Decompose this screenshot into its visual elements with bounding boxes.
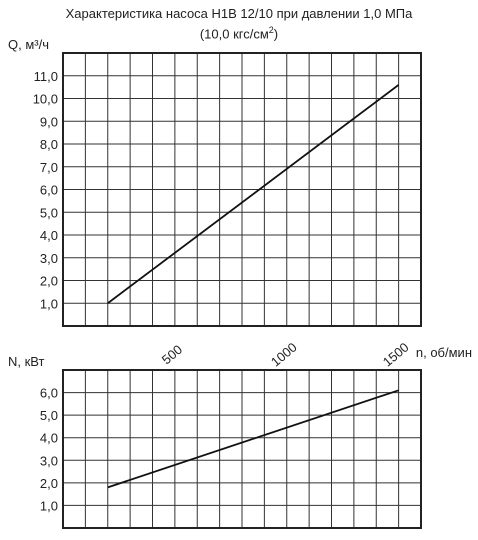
chart-subtitle: (10,0 кгс/см2)	[0, 22, 478, 42]
x-tick-label: 500	[159, 342, 185, 367]
y-tick-label: 5,0	[40, 408, 58, 423]
flow-rate-line	[107, 84, 400, 304]
power-line	[107, 389, 399, 489]
subtitle-superscript: 2	[268, 25, 274, 35]
x-tick-label: 1500	[380, 340, 412, 370]
y-tick-label: 6,0	[40, 183, 58, 198]
y-tick-label: 1,0	[40, 296, 58, 311]
y-tick-label: 8,0	[40, 137, 58, 152]
chart-title: Характеристика насоса Н1В 12/10 при давл…	[65, 6, 413, 21]
subtitle-text: (10,0 кгс/см	[199, 26, 269, 42]
y-tick-label: 4,0	[40, 228, 58, 243]
y-axis-label: N, кВт	[8, 354, 45, 369]
plot-frame	[62, 52, 422, 327]
x-tick-label: 1000	[268, 340, 300, 370]
y-tick-label: 6,0	[40, 386, 58, 401]
y-tick-label: 9,0	[40, 114, 58, 129]
y-tick-label: 1,0	[40, 498, 58, 513]
y-tick-label: 10,0	[33, 92, 58, 107]
x-axis-label: n, об/мин	[416, 345, 472, 360]
y-axis-label: Q, м³/ч	[8, 37, 49, 52]
y-tick-label: 2,0	[40, 476, 58, 491]
plot-frame	[62, 369, 422, 529]
y-tick-label: 5,0	[40, 205, 58, 220]
y-tick-label: 11,0	[34, 69, 58, 84]
y-tick-label: 3,0	[40, 453, 58, 468]
y-tick-label: 7,0	[40, 160, 58, 175]
y-tick-label: 2,0	[40, 274, 58, 289]
y-tick-label: 3,0	[40, 251, 58, 266]
subtitle-suffix: )	[273, 26, 279, 42]
y-tick-label: 4,0	[40, 431, 58, 446]
